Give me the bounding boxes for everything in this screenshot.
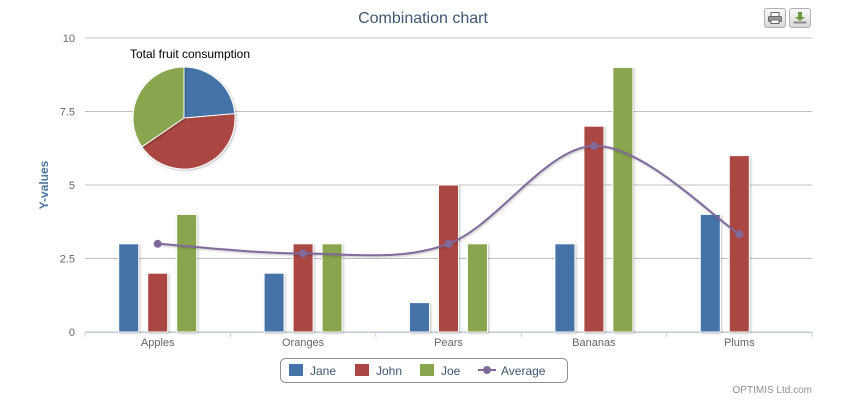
y-tick-label: 5 [69, 180, 75, 192]
legend-swatch-john [355, 364, 369, 376]
pie-title: Total fruit consumption [130, 47, 250, 61]
bar-jane [409, 302, 430, 333]
bar-john [292, 243, 314, 333]
legend-label-average: Average [501, 364, 546, 378]
legend-label-joe: Joe [441, 364, 461, 378]
chart-title: Combination chart [358, 10, 488, 27]
bar-jane [263, 272, 285, 333]
download-icon [793, 12, 807, 24]
x-tick-label: Oranges [282, 337, 325, 349]
x-tick-label: Plums [724, 337, 755, 349]
bar-john [438, 184, 459, 333]
legend-label-john: John [376, 364, 402, 378]
y-axis-title: Y-values [37, 160, 51, 209]
bar-jane [118, 243, 140, 333]
bar-john [147, 272, 169, 333]
print-icon [768, 12, 782, 24]
x-tick-label: Bananas [572, 337, 616, 349]
average-point [735, 230, 744, 239]
bar-joe [176, 213, 198, 333]
x-tick-label: Pears [434, 337, 463, 349]
y-tick-label: 2.5 [60, 254, 75, 266]
average-point [589, 141, 598, 150]
legend-swatch-joe [420, 364, 434, 376]
print-button[interactable] [764, 8, 786, 28]
pie-slice-joe [132, 66, 185, 148]
average-point [299, 249, 308, 258]
legend-label-jane: Jane [310, 364, 336, 378]
export-button[interactable] [789, 8, 811, 28]
y-tick-label: 7.5 [60, 107, 75, 119]
y-tick-label: 10 [63, 33, 75, 45]
average-point [153, 239, 162, 248]
bar-jane [554, 243, 576, 333]
bar-joe [612, 66, 634, 333]
bar-john [728, 155, 750, 333]
pie-slice-jane [183, 66, 236, 119]
bar-joe [467, 243, 488, 333]
legend[interactable]: Jane John Joe Average [280, 358, 568, 383]
bar-joe [321, 243, 343, 333]
average-point [444, 239, 453, 248]
y-tick-label: 0 [69, 327, 75, 339]
bar-john [583, 125, 605, 333]
bar-jane [699, 213, 721, 333]
pie-slice-john [141, 113, 236, 170]
legend-swatch-jane [289, 364, 303, 376]
x-tick-label: Apples [141, 337, 175, 349]
credits: OPTIMIS Ltd.com [733, 385, 812, 396]
legend-swatch-point [483, 366, 491, 374]
